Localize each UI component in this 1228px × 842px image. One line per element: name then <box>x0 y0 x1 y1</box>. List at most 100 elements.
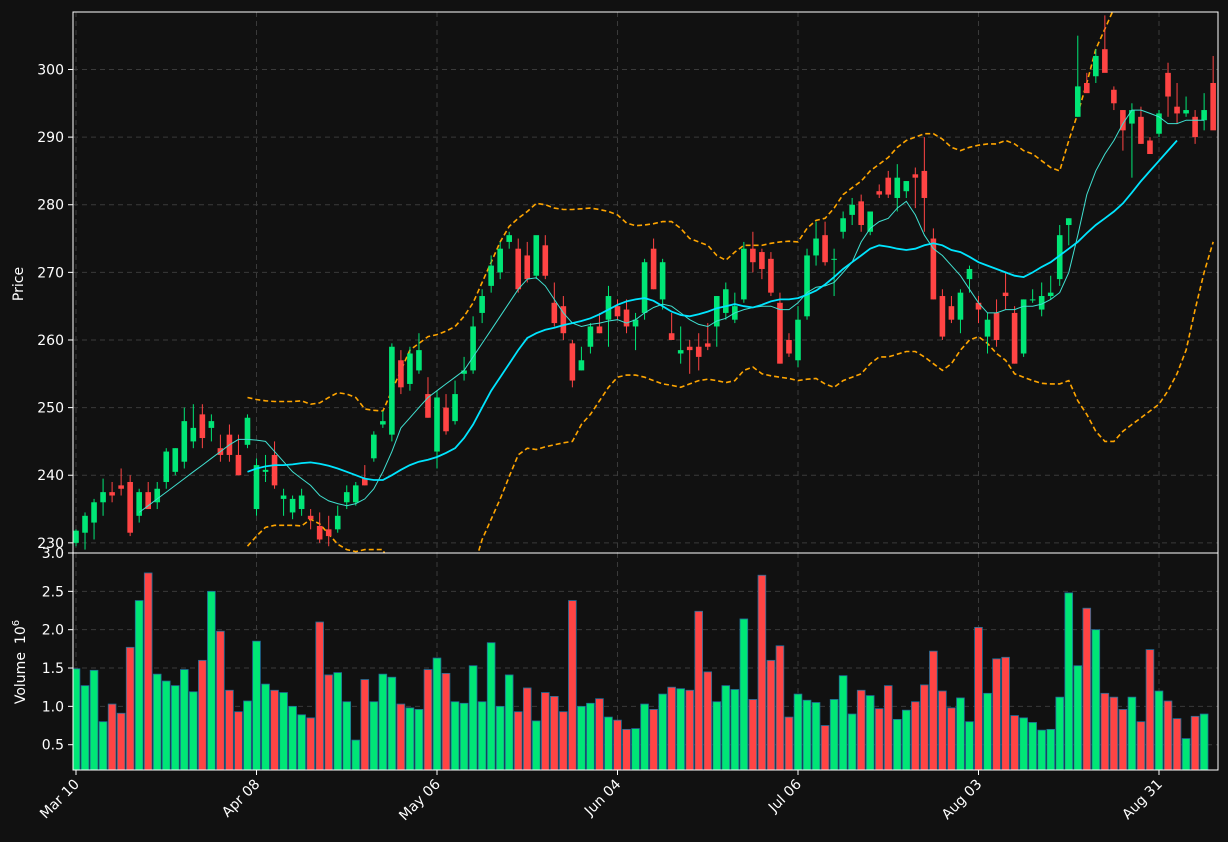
volume-bar <box>956 697 965 770</box>
price-ytick-label: 270 <box>37 265 64 281</box>
candle-body <box>1047 292 1054 297</box>
volume-bar <box>658 693 667 770</box>
volume-bar <box>811 702 821 770</box>
candle-body <box>885 177 892 195</box>
candle-body <box>533 235 540 276</box>
volume-bar <box>712 701 722 770</box>
volume-bar <box>450 701 460 770</box>
candle-body <box>1065 218 1072 226</box>
volume-bar <box>89 669 99 770</box>
volume-bar <box>1055 696 1065 770</box>
candle-body <box>939 296 946 337</box>
volume-bar <box>1145 649 1155 770</box>
volume-bar <box>486 642 496 770</box>
volume-bar <box>477 701 487 770</box>
volume-bar <box>965 721 974 770</box>
volume-bar <box>947 707 956 770</box>
candle-body <box>921 170 928 198</box>
volume-bar <box>883 685 893 770</box>
candle-body <box>497 248 503 273</box>
candle-body <box>993 312 1000 340</box>
volume-bar <box>820 725 830 770</box>
volume-bar <box>874 708 884 770</box>
candle-body <box>759 252 765 269</box>
volume-bar <box>757 574 767 770</box>
volume-bar <box>414 709 424 770</box>
candle-body <box>118 485 124 489</box>
price-ytick-label: 290 <box>37 130 64 146</box>
volume-bar <box>1172 718 1182 770</box>
candle-body <box>1183 110 1189 114</box>
volume-bar <box>360 679 370 770</box>
candle-body <box>858 201 864 226</box>
candle-body <box>244 417 251 445</box>
candle-body <box>822 235 828 263</box>
volume-bar <box>513 711 523 770</box>
volume-bar <box>694 610 704 770</box>
candle-body <box>100 492 106 503</box>
candle-body <box>1074 86 1081 117</box>
volume-bar <box>541 692 550 770</box>
volume-bar <box>1046 728 1055 770</box>
volume-bar <box>198 659 207 770</box>
volume-bar <box>838 675 848 770</box>
price-ytick-label: 280 <box>37 198 64 214</box>
candle-body <box>334 515 341 530</box>
candle-body <box>605 296 612 320</box>
moving-average-slow-line <box>247 139 1178 481</box>
candle-body <box>470 326 476 371</box>
candle-body <box>750 248 756 263</box>
moving-average-fast-line <box>138 109 1205 513</box>
bollinger-lower-line <box>246 241 1214 553</box>
price-ytick-label: 260 <box>37 333 64 349</box>
volume-bar <box>784 716 794 770</box>
volume-bar <box>1118 709 1128 770</box>
candle-body <box>867 211 873 232</box>
candle-body <box>1084 83 1090 94</box>
volume-bar <box>1010 715 1019 770</box>
volume-bar <box>504 674 514 770</box>
candle-body <box>1120 110 1126 131</box>
candle-body <box>172 448 179 472</box>
volume-bar <box>974 626 983 770</box>
volume-bar <box>847 713 857 770</box>
candle-body <box>1020 299 1027 354</box>
candle-body <box>668 333 675 340</box>
candle-body <box>181 421 188 462</box>
candle-body <box>208 421 215 428</box>
volume-bar <box>116 712 126 770</box>
candle-body <box>307 515 314 520</box>
candle-body <box>695 346 702 357</box>
volume-bar <box>1019 717 1028 770</box>
volume-bar <box>667 686 676 770</box>
volume-bar <box>902 709 911 770</box>
volume-ytick-label: 2.0 <box>42 623 64 639</box>
volume-bar <box>143 572 153 770</box>
volume-bar <box>856 689 866 770</box>
candle-body <box>479 296 485 313</box>
candle-body <box>1111 89 1117 104</box>
volume-bar <box>161 680 171 770</box>
volume-bar <box>369 701 379 770</box>
volume-bar <box>423 669 433 770</box>
candle-body <box>768 258 774 293</box>
candle-body <box>723 289 729 313</box>
candle-body <box>1093 55 1099 77</box>
volume-bar <box>613 719 622 770</box>
candle-body <box>235 454 242 476</box>
volume-bar <box>324 674 333 770</box>
candle-body <box>1156 113 1162 134</box>
candle-body <box>488 265 494 286</box>
candle-body <box>1002 292 1009 297</box>
volume-bar <box>604 716 613 770</box>
volume-bar <box>649 709 658 770</box>
volume-bar <box>938 690 947 770</box>
candle-body <box>154 488 161 503</box>
candle-body <box>1056 235 1063 280</box>
candle-body <box>506 235 512 242</box>
candle-body <box>1174 106 1180 114</box>
candle-body <box>289 498 296 513</box>
candle-body <box>930 238 937 300</box>
volume-bar <box>550 695 559 770</box>
